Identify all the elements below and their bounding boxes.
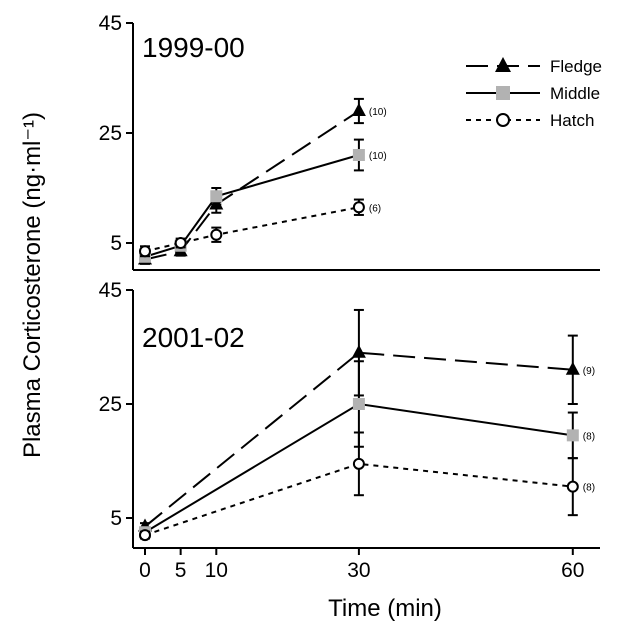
- sample-size-label: (9): [583, 366, 595, 377]
- series-line-fledge: [144, 351, 573, 528]
- series-line-middle: [144, 154, 360, 258]
- circle-marker: [210, 228, 223, 241]
- triangle-marker: [565, 361, 580, 375]
- circle-marker: [139, 245, 151, 258]
- series-line-fledge: [144, 110, 360, 261]
- sample-size-label: (8): [583, 483, 595, 494]
- axes-layer: [126, 22, 600, 555]
- panel-title: 1999-00: [142, 32, 245, 63]
- y-axis-title: Plasma Corticosterone (ng·ml⁻¹): [19, 112, 46, 458]
- y-tick-label: 25: [99, 393, 122, 416]
- sample-size-label: (10): [369, 107, 387, 118]
- circle-marker: [352, 201, 365, 214]
- y-tick-label: 45: [99, 279, 122, 302]
- triangle-marker: [351, 103, 366, 116]
- text-layer: 45 25 5 1999-00 (10) (10) (6) 45 25 5 0 5 10 30 60 2001…: [19, 12, 602, 622]
- square-marker: [352, 398, 365, 410]
- x-tick-label: 60: [561, 559, 584, 582]
- x-tick-label: 5: [175, 559, 187, 582]
- legend-label: Hatch: [550, 111, 594, 130]
- sample-size-label: (6): [369, 203, 381, 214]
- legend-triangle-marker: [495, 57, 511, 72]
- y-tick-label: 5: [110, 507, 122, 530]
- legend-square-marker: [496, 86, 510, 100]
- sample-size-label: (8): [583, 431, 595, 442]
- circle-marker: [352, 457, 365, 470]
- panel-title: 2001-02: [142, 322, 245, 353]
- x-tick-label: 10: [205, 559, 228, 582]
- y-tick-label: 25: [99, 122, 122, 145]
- x-axis-title: Time (min): [328, 595, 442, 622]
- x-tick-label: 0: [139, 559, 151, 582]
- square-marker: [210, 190, 223, 203]
- series-line-hatch: [144, 206, 360, 253]
- square-marker: [352, 149, 365, 161]
- circle-marker: [566, 480, 579, 493]
- circle-marker: [139, 529, 151, 542]
- x-tick-label: 30: [347, 559, 370, 582]
- markers-layer: [138, 97, 580, 542]
- y-tick-label: 5: [110, 232, 122, 255]
- legend-label: Fledge: [550, 57, 602, 76]
- triangle-marker: [351, 344, 366, 358]
- circle-marker: [174, 237, 187, 249]
- square-marker: [566, 429, 579, 442]
- sample-size-label: (10): [369, 151, 387, 162]
- legend-label: Middle: [550, 84, 600, 103]
- y-tick-label: 45: [99, 12, 122, 35]
- legend: Fledge Middle Hatch: [466, 57, 602, 130]
- legend-circle-marker: [496, 113, 510, 127]
